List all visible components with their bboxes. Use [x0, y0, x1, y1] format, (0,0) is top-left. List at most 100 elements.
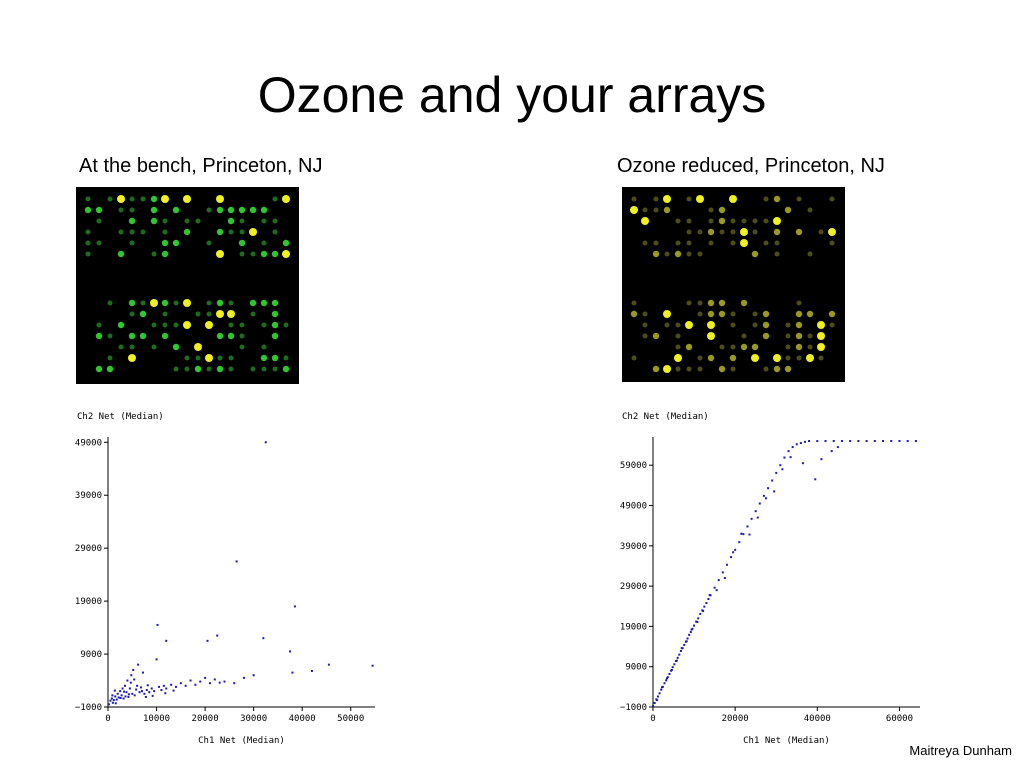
data-point: [213, 678, 216, 681]
y-tick-label: −1000: [75, 703, 102, 713]
array-spot: [730, 229, 736, 235]
array-spot: [271, 299, 279, 307]
array-spot: [260, 206, 268, 214]
data-point: [873, 440, 876, 443]
array-spot: [675, 344, 681, 350]
array-spot: [183, 321, 191, 329]
data-point: [111, 701, 114, 704]
data-point: [725, 563, 728, 566]
array-spot: [239, 344, 245, 350]
array-spot: [183, 228, 191, 236]
data-point: [679, 649, 682, 652]
data-point: [115, 698, 118, 701]
array-spot: [184, 366, 190, 372]
array-spot: [642, 311, 648, 317]
array-spot: [271, 332, 279, 340]
data-point: [771, 479, 774, 482]
data-point: [683, 643, 686, 646]
y-tick-label: 49000: [75, 438, 102, 448]
x-tick-label: 50000: [337, 714, 364, 724]
data-point: [157, 685, 160, 688]
array-spot: [707, 310, 715, 318]
array-spot: [729, 354, 737, 362]
data-point: [658, 692, 661, 695]
array-spot: [718, 217, 726, 225]
array-spot: [216, 299, 224, 307]
array-spot: [752, 311, 758, 317]
array-spot: [216, 228, 224, 236]
x-tick-label: 40000: [804, 714, 831, 724]
data-point: [371, 664, 374, 667]
data-point: [758, 502, 761, 505]
array-spot: [795, 321, 803, 329]
data-point: [208, 682, 211, 685]
data-point: [114, 702, 117, 705]
array-spot: [762, 310, 770, 318]
array-spot: [140, 300, 146, 306]
array-spot: [708, 218, 714, 224]
data-point: [310, 670, 313, 672]
data-point: [663, 682, 666, 685]
array-spot: [752, 229, 758, 235]
array-spot: [95, 206, 103, 214]
data-point: [153, 690, 156, 693]
data-point: [114, 695, 117, 698]
data-point: [164, 692, 167, 695]
data-point: [789, 456, 792, 459]
y-tick-label: 9000: [80, 650, 102, 660]
y-tick-label: 49000: [620, 502, 647, 512]
array-spot: [129, 344, 135, 350]
array-spot: [707, 228, 715, 236]
data-point: [801, 462, 804, 465]
data-point: [206, 639, 209, 642]
array-spot: [184, 218, 190, 224]
data-point: [708, 593, 711, 596]
array-spot: [107, 333, 113, 339]
array-spot: [206, 207, 212, 213]
array-spot: [117, 321, 125, 329]
array-spot: [183, 195, 191, 203]
data-point: [791, 446, 794, 449]
array-spot: [686, 366, 692, 372]
data-point: [783, 456, 786, 459]
array-spot: [785, 344, 791, 350]
array-spot: [150, 299, 158, 307]
data-point: [732, 551, 735, 554]
data-point: [750, 517, 753, 520]
data-point: [140, 690, 143, 693]
data-point: [127, 693, 130, 696]
data-point: [165, 639, 168, 642]
array-spot: [107, 300, 113, 306]
data-point: [117, 696, 120, 699]
array-spot: [162, 229, 168, 235]
data-point: [194, 683, 197, 686]
data-point: [668, 672, 671, 675]
left-panel-caption: At the bench, Princeton, NJ: [79, 155, 323, 177]
array-spot: [250, 251, 256, 257]
data-point: [836, 446, 839, 449]
array-spot: [227, 217, 235, 225]
array-spot: [806, 310, 814, 318]
data-point: [218, 681, 221, 684]
array-spot: [161, 299, 169, 307]
data-point: [775, 471, 778, 474]
data-point: [676, 656, 679, 659]
array-spot: [117, 195, 125, 203]
data-point: [170, 683, 173, 686]
data-point: [137, 663, 140, 666]
data-point: [660, 688, 663, 691]
data-point: [723, 577, 726, 580]
array-background: [76, 187, 299, 384]
array-spot: [641, 217, 649, 225]
array-spot: [150, 217, 158, 225]
array-spot: [719, 229, 725, 235]
array-spot: [238, 206, 246, 214]
array-spot: [161, 239, 169, 247]
data-point: [123, 684, 126, 687]
x-tick-label: 30000: [240, 714, 267, 724]
data-point: [109, 699, 112, 702]
data-point: [216, 634, 219, 637]
array-spot: [741, 218, 747, 224]
array-spot: [675, 322, 681, 328]
x-axis-label: Ch1 Net (Median): [743, 736, 830, 746]
